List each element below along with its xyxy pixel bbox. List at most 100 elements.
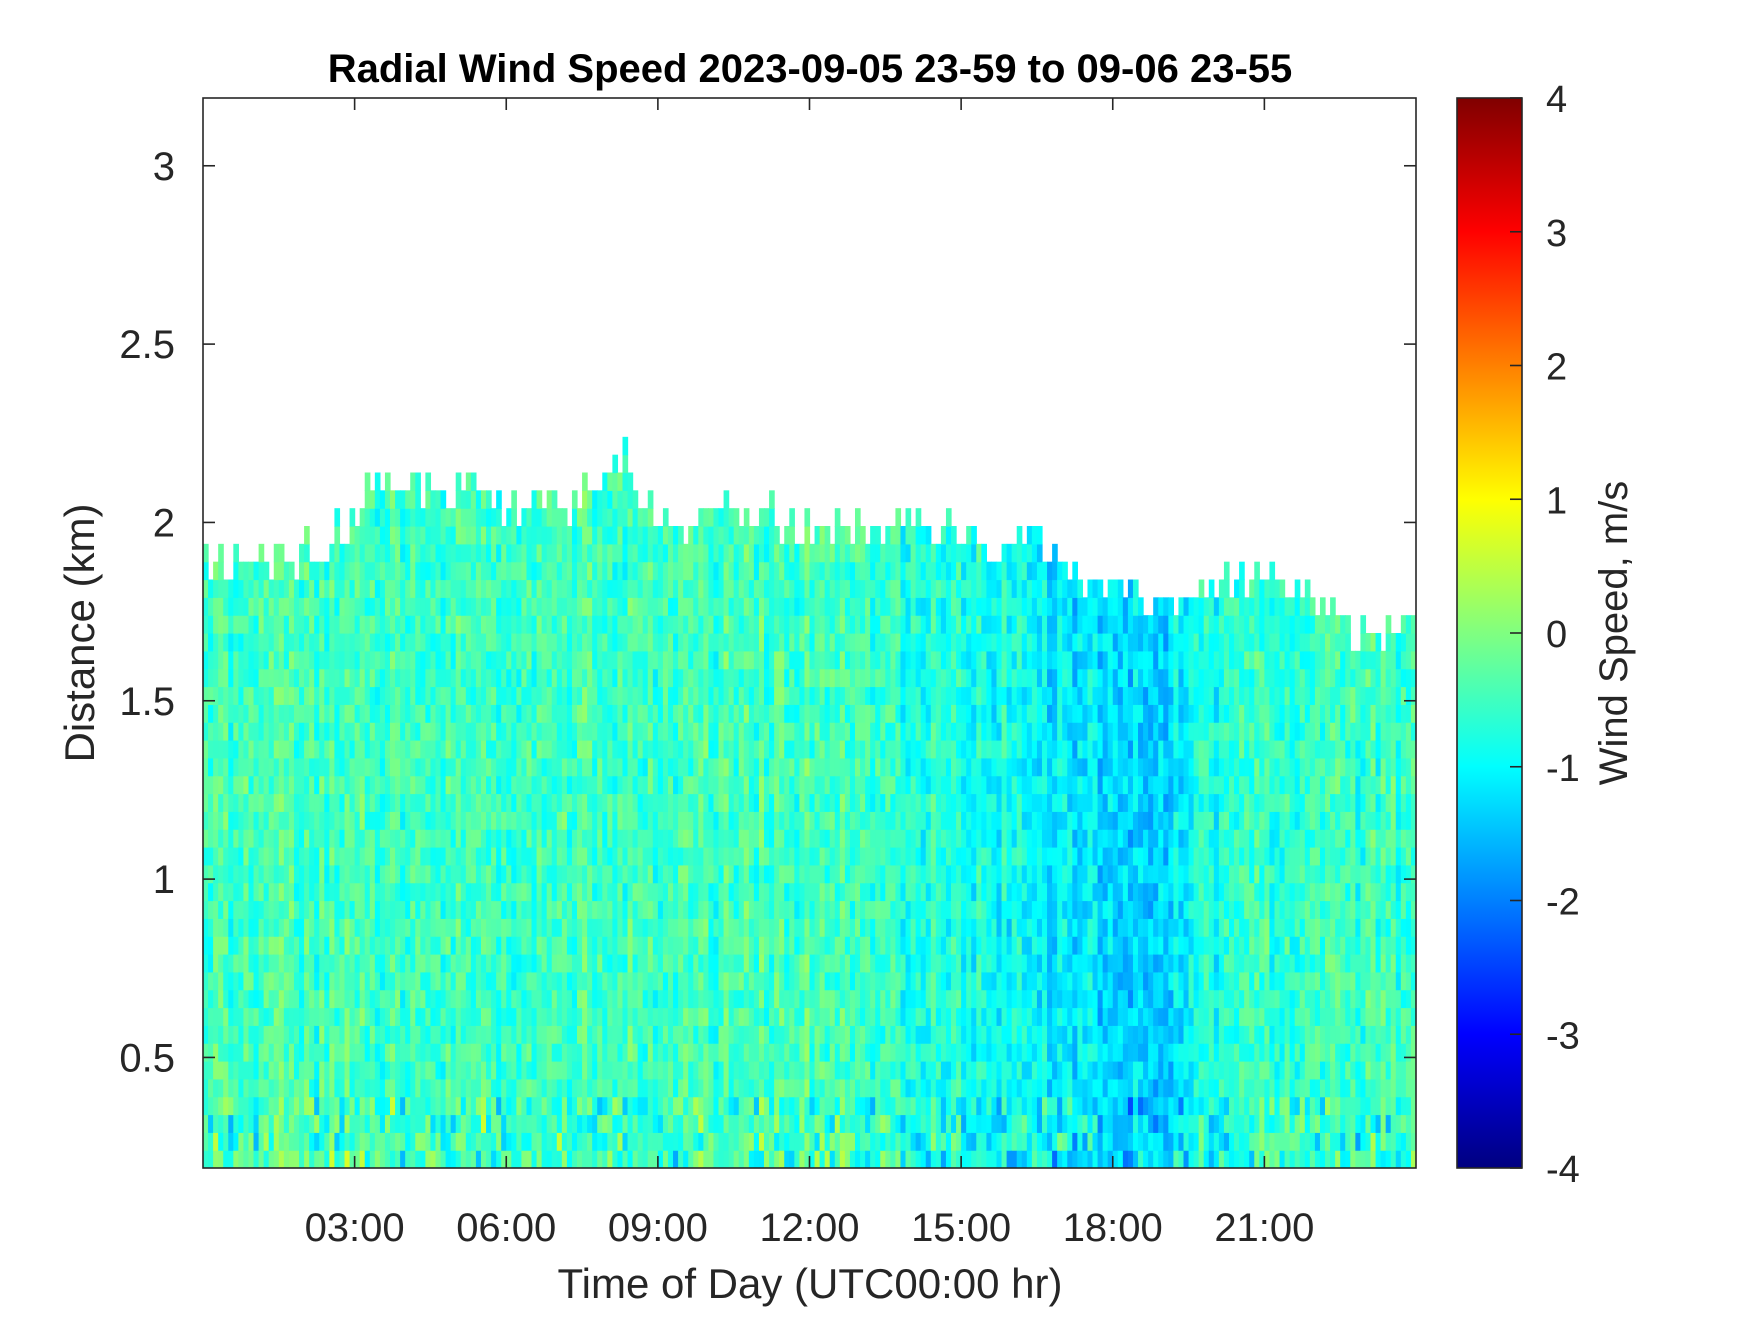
heatmap-cell [334, 900, 341, 919]
heatmap-cell [384, 561, 391, 581]
heatmap-cell [324, 989, 330, 1009]
heatmap-cell [728, 508, 735, 527]
heatmap-cell [208, 1025, 214, 1044]
heatmap-cell [834, 508, 841, 527]
heatmap-cell [491, 864, 497, 884]
heatmap-cell [652, 829, 659, 848]
heatmap-cell [814, 811, 821, 830]
heatmap-cell [652, 704, 659, 723]
heatmap-cell [329, 864, 335, 884]
heatmap-cell [486, 775, 492, 795]
heatmap-cell [657, 900, 664, 919]
heatmap-cell [673, 864, 679, 884]
heatmap-cell [713, 1025, 720, 1044]
heatmap-cell [314, 633, 320, 652]
heatmap-cell [450, 1061, 457, 1080]
heatmap-cell [415, 490, 421, 509]
heatmap-cell [824, 740, 831, 759]
heatmap-cell [890, 1114, 897, 1133]
heatmap-cell [551, 829, 558, 848]
heatmap-cell [288, 864, 295, 884]
heatmap-cell [764, 597, 770, 616]
heatmap-cell [698, 829, 704, 848]
heatmap-cell [743, 775, 750, 795]
heatmap-cell [288, 1114, 295, 1133]
heatmap-cell [652, 1061, 659, 1080]
heatmap-cell [415, 1132, 421, 1151]
heatmap-cell [885, 526, 891, 545]
heatmap-cell [551, 954, 558, 973]
heatmap-cell [354, 811, 361, 830]
heatmap-cell [769, 490, 775, 509]
heatmap-cell [794, 1007, 800, 1026]
heatmap-cell [577, 543, 583, 563]
heatmap-cell [622, 1025, 629, 1044]
heatmap-cell [440, 686, 447, 705]
heatmap-cell [435, 1043, 442, 1062]
heatmap-cell [764, 1132, 770, 1151]
heatmap-cell [475, 597, 482, 616]
heatmap-cell [652, 561, 659, 581]
heatmap-cell [283, 597, 290, 616]
heatmap-cell [738, 526, 745, 545]
heatmap-cell [617, 936, 624, 955]
heatmap-cell [450, 1132, 457, 1151]
heatmap-cell [698, 543, 704, 563]
heatmap-cell [299, 722, 305, 741]
heatmap-cell [652, 989, 659, 1009]
heatmap-cell [208, 864, 214, 884]
heatmap-cell [885, 1078, 891, 1098]
heatmap-cell [450, 757, 457, 777]
heatmap-cell [718, 1150, 725, 1168]
heatmap-cell [592, 1043, 598, 1062]
heatmap-cell [703, 882, 710, 902]
heatmap-cell [789, 722, 795, 741]
heatmap-cell [273, 1150, 280, 1168]
heatmap-cell [875, 686, 881, 705]
heatmap-cell [364, 1078, 371, 1098]
heatmap-cell [854, 508, 861, 527]
heatmap-cell [435, 989, 442, 1009]
heatmap-cell [511, 543, 517, 563]
heatmap-cell [890, 864, 897, 884]
heatmap-cell [405, 775, 411, 795]
heatmap-cell [551, 989, 558, 1009]
heatmap-cell [531, 650, 538, 670]
heatmap-cell [430, 1061, 437, 1080]
heatmap-cell [470, 1061, 477, 1080]
heatmap-cell [470, 1132, 477, 1151]
heatmap-cell [804, 686, 811, 705]
heatmap-cell [667, 561, 674, 581]
heatmap-cell [652, 526, 659, 545]
heatmap-cell [243, 561, 250, 581]
heatmap-cell [774, 829, 780, 848]
heatmap-cell [329, 989, 335, 1009]
heatmap-cell [228, 740, 234, 759]
heatmap-cell [299, 864, 305, 884]
heatmap-cell [814, 900, 821, 919]
heatmap-cell [324, 847, 330, 866]
heatmap-cell [460, 900, 467, 919]
heatmap-cell [208, 1096, 214, 1116]
heatmap-cell [344, 1114, 351, 1133]
heatmap-cell [637, 1007, 644, 1026]
heatmap-cell [662, 1025, 669, 1044]
heatmap-cell [764, 668, 770, 688]
heatmap-cell [258, 1132, 265, 1151]
heatmap-cell [657, 1025, 664, 1044]
heatmap-cell [526, 650, 533, 670]
heatmap-cell [769, 508, 775, 527]
heatmap-cell [415, 650, 421, 670]
heatmap-cell [319, 704, 325, 723]
heatmap-cell [273, 847, 280, 866]
heatmap-cell [875, 775, 881, 795]
heatmap-cell [213, 1025, 219, 1044]
heatmap-cell [844, 882, 851, 902]
heatmap-cell [794, 864, 800, 884]
heatmap-cell [819, 615, 826, 634]
heatmap-cell [824, 1078, 831, 1098]
heatmap-cell [425, 597, 432, 616]
heatmap-cell [384, 954, 391, 973]
heatmap-cell [450, 882, 457, 902]
heatmap-cell [334, 1114, 341, 1133]
